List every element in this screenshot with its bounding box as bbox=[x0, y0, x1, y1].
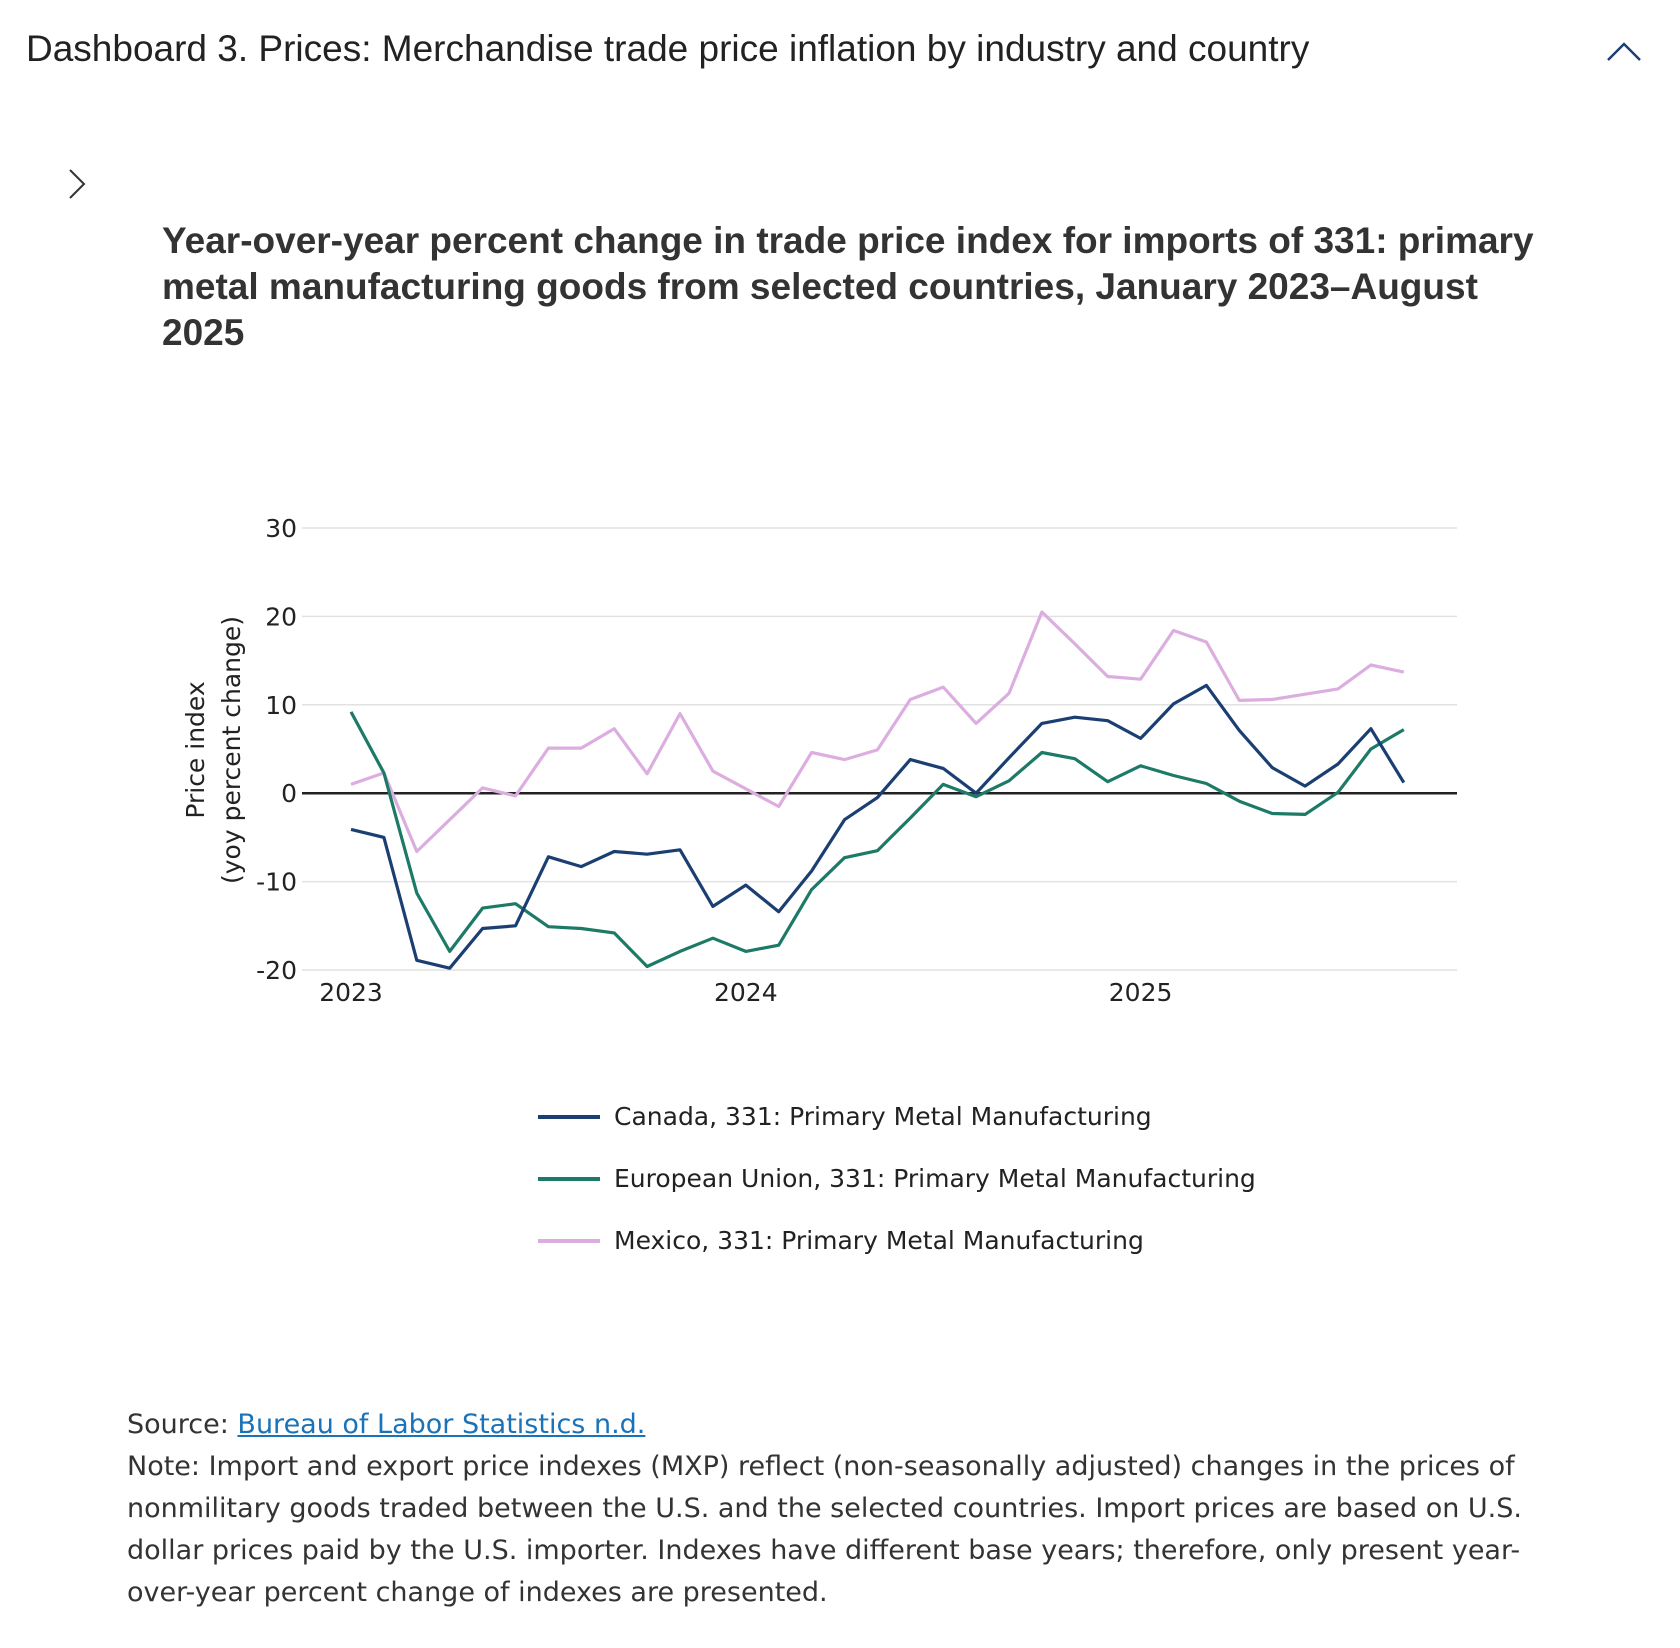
y-tick-label: 20 bbox=[265, 602, 297, 631]
source-link[interactable]: Bureau of Labor Statistics n.d. bbox=[237, 1409, 646, 1440]
y-tick-label: -20 bbox=[256, 956, 297, 985]
legend-label: Mexico, 331: Primary Metal Manufacturing bbox=[614, 1226, 1144, 1255]
chart-title: Year-over-year percent change in trade p… bbox=[162, 220, 1534, 353]
y-tick-label: 30 bbox=[265, 514, 297, 543]
y-tick-label: -10 bbox=[256, 868, 297, 897]
legend-swatch bbox=[538, 1238, 600, 1243]
y-tick-label: 0 bbox=[281, 779, 297, 808]
y-tick-labels: 30 20 10 0 -10 -20 bbox=[256, 514, 297, 985]
y-tick-label: 10 bbox=[265, 691, 297, 720]
legend-item-eu[interactable]: European Union, 331: Primary Metal Manuf… bbox=[538, 1164, 1256, 1193]
series-lines bbox=[349, 610, 1406, 970]
legend-swatch bbox=[538, 1176, 600, 1181]
line-chart: 30 20 10 0 -10 -20 2023 2024 2025 Price index (… bbox=[181, 514, 1457, 1007]
chevron-up-icon[interactable] bbox=[1604, 36, 1644, 66]
legend-swatch bbox=[538, 1114, 600, 1119]
dashboard-title: Dashboard 3. Prices: Merchandise trade p… bbox=[26, 28, 1310, 69]
series-line-mexico[interactable] bbox=[350, 610, 1405, 854]
chevron-right-icon[interactable] bbox=[64, 166, 90, 202]
chart-footer: Source: Bureau of Labor Statistics n.d. … bbox=[127, 1404, 1587, 1614]
x-tick-label: 2024 bbox=[714, 978, 778, 1007]
series-line-eu[interactable] bbox=[349, 711, 1405, 969]
legend-label: European Union, 331: Primary Metal Manuf… bbox=[614, 1164, 1256, 1193]
legend-item-canada[interactable]: Canada, 331: Primary Metal Manufacturing bbox=[538, 1102, 1152, 1131]
y-axis-title-line1: Price index bbox=[181, 681, 210, 818]
x-tick-labels: 2023 2024 2025 bbox=[319, 978, 1172, 1007]
series-line-canada[interactable] bbox=[350, 683, 1406, 970]
chart-note: Note: Import and export price indexes (M… bbox=[127, 1451, 1522, 1608]
x-tick-label: 2025 bbox=[1109, 978, 1173, 1007]
legend-item-mexico[interactable]: Mexico, 331: Primary Metal Manufacturing bbox=[538, 1226, 1144, 1255]
legend-label: Canada, 331: Primary Metal Manufacturing bbox=[614, 1102, 1152, 1131]
source-label: Source: bbox=[127, 1409, 238, 1440]
y-axis-title-line2: (yoy percent change) bbox=[217, 616, 246, 884]
x-tick-label: 2023 bbox=[319, 978, 383, 1007]
